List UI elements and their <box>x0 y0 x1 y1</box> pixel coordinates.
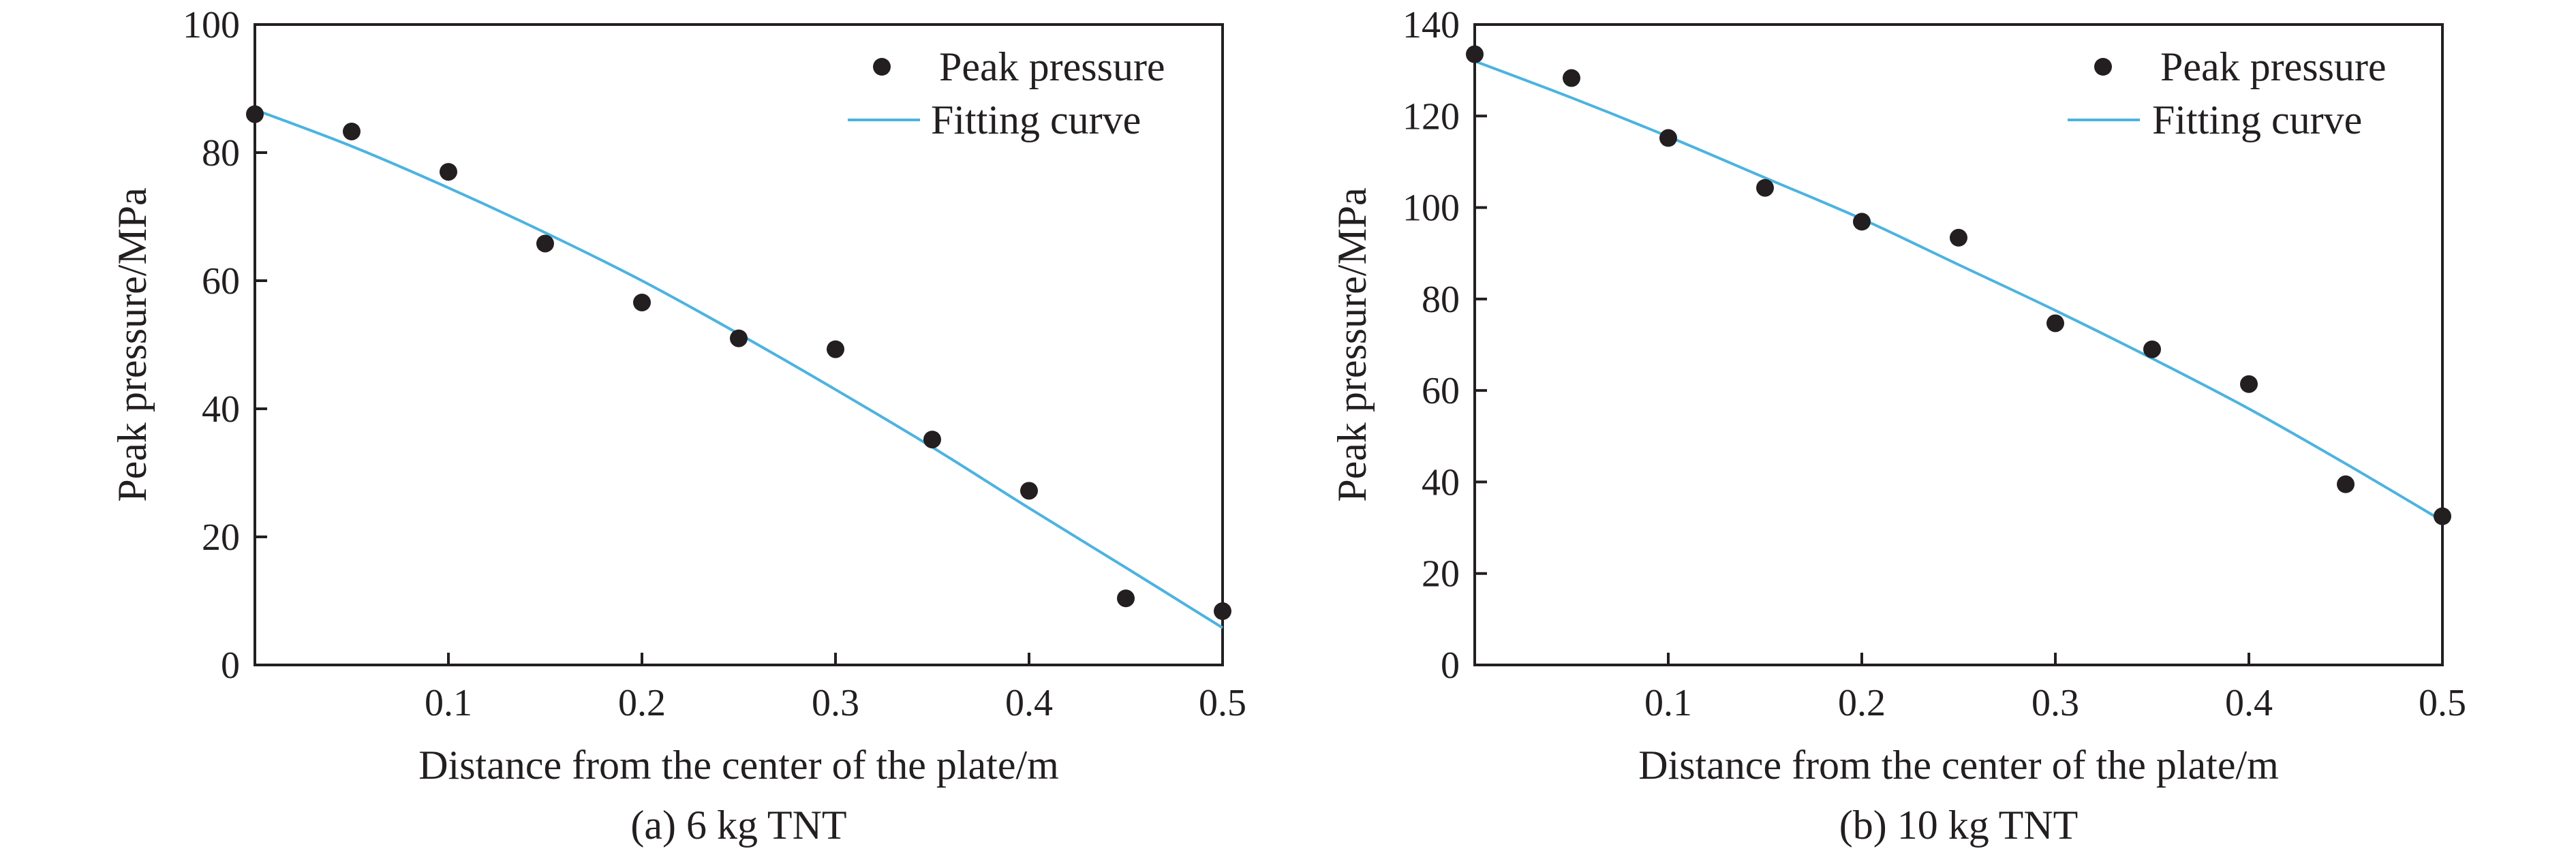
legend: Peak pressure Fitting curve <box>2068 44 2387 142</box>
panel-caption: (a) 6 kg TNT <box>630 803 846 848</box>
peak-pressure-point <box>1756 179 1774 197</box>
panel-b: 0 20 40 60 80 100 120 140 0.1 0.2 0.3 0.4 0.5 Peak p… <box>1330 4 2466 848</box>
chart-marks: 0 20 40 60 80 100 120 140 0.1 0.2 0.3 0.4 0.5 <box>1402 4 2466 724</box>
peak-pressure-point <box>730 329 748 347</box>
legend-label-fitting-curve: Fitting curve <box>931 97 1141 142</box>
plot-frame <box>1473 23 2444 666</box>
y-tick-label: 140 <box>1402 4 1460 46</box>
peak-pressure-point <box>1117 589 1135 608</box>
peak-pressure-point <box>923 431 941 449</box>
y-tick-label: 120 <box>1402 95 1460 138</box>
plot-frame <box>254 23 1224 666</box>
x-tick-label: 0.5 <box>2419 682 2466 724</box>
peak-pressure-point <box>2143 340 2161 358</box>
peak-pressure-point <box>1214 602 1231 621</box>
peak-pressure-point <box>1466 45 1484 63</box>
peak-pressure-point <box>2046 314 2064 332</box>
peak-pressure-point <box>1563 69 1580 87</box>
peak-pressure-point <box>440 163 457 181</box>
fitting-curve-line <box>254 108 1224 630</box>
peak-pressure-point <box>633 293 651 311</box>
legend-label-fitting-curve: Fitting curve <box>2152 97 2362 142</box>
peak-pressure-point <box>2434 507 2451 525</box>
y-axis-label: Peak pressure/MPa <box>110 187 155 502</box>
x-tick-label: 0.3 <box>2031 682 2079 724</box>
peak-pressure-point <box>2337 475 2355 493</box>
y-tick-label: 60 <box>202 260 240 303</box>
x-axis-label: Distance from the center of the plate/m <box>1638 743 2279 788</box>
y-tick-label: 80 <box>1422 279 1460 321</box>
legend-label-peak-pressure: Peak pressure <box>939 44 1165 89</box>
peak-pressure-point <box>246 105 264 123</box>
y-tick-label: 0 <box>1441 645 1460 687</box>
peak-pressure-point <box>1853 213 1871 231</box>
y-tick-label: 100 <box>183 4 240 46</box>
peak-pressure-point <box>343 122 361 140</box>
x-tick-label: 0.1 <box>1644 682 1692 724</box>
x-tick-label: 0.3 <box>812 682 859 724</box>
x-tick-label: 0.4 <box>2225 682 2273 724</box>
panel-caption: (b) 10 kg TNT <box>1839 803 2079 848</box>
y-tick-label: 100 <box>1402 187 1460 230</box>
legend-marker-peak-pressure <box>2094 58 2112 76</box>
peak-pressure-point <box>1950 228 1967 247</box>
peak-pressure-point <box>1020 482 1038 500</box>
x-tick-label: 0.1 <box>425 682 472 724</box>
y-axis-label: Peak pressure/MPa <box>1330 187 1375 502</box>
y-tick-label: 40 <box>202 388 240 431</box>
chart-marks: 0 20 40 60 80 100 0.1 0.2 0.3 0.4 0.5 <box>183 4 1246 724</box>
y-tick-label: 60 <box>1422 370 1460 412</box>
legend-marker-peak-pressure <box>873 58 891 76</box>
panel-a: 0 20 40 60 80 100 0.1 0.2 0.3 0.4 0.5 Peak pressur… <box>110 4 1246 848</box>
x-tick-label: 0.2 <box>618 682 666 724</box>
x-tick-label: 0.5 <box>1199 682 1246 724</box>
y-tick-label: 20 <box>202 516 240 559</box>
peak-pressure-point <box>1659 129 1677 147</box>
y-tick-label: 80 <box>202 132 240 174</box>
y-tick-label: 0 <box>221 645 240 687</box>
x-axis-label: Distance from the center of the plate/m <box>418 743 1059 788</box>
y-tick-label: 40 <box>1422 461 1460 503</box>
peak-pressure-point <box>2240 375 2258 393</box>
legend: Peak pressure Fitting curve <box>848 44 1165 142</box>
x-tick-label: 0.2 <box>1838 682 1886 724</box>
fitting-curve-line <box>1474 59 2444 523</box>
legend-label-peak-pressure: Peak pressure <box>2160 44 2387 89</box>
peak-pressure-point <box>536 234 554 253</box>
x-tick-label: 0.4 <box>1005 682 1053 724</box>
y-tick-label: 20 <box>1422 553 1460 595</box>
peak-pressure-point <box>827 340 844 358</box>
